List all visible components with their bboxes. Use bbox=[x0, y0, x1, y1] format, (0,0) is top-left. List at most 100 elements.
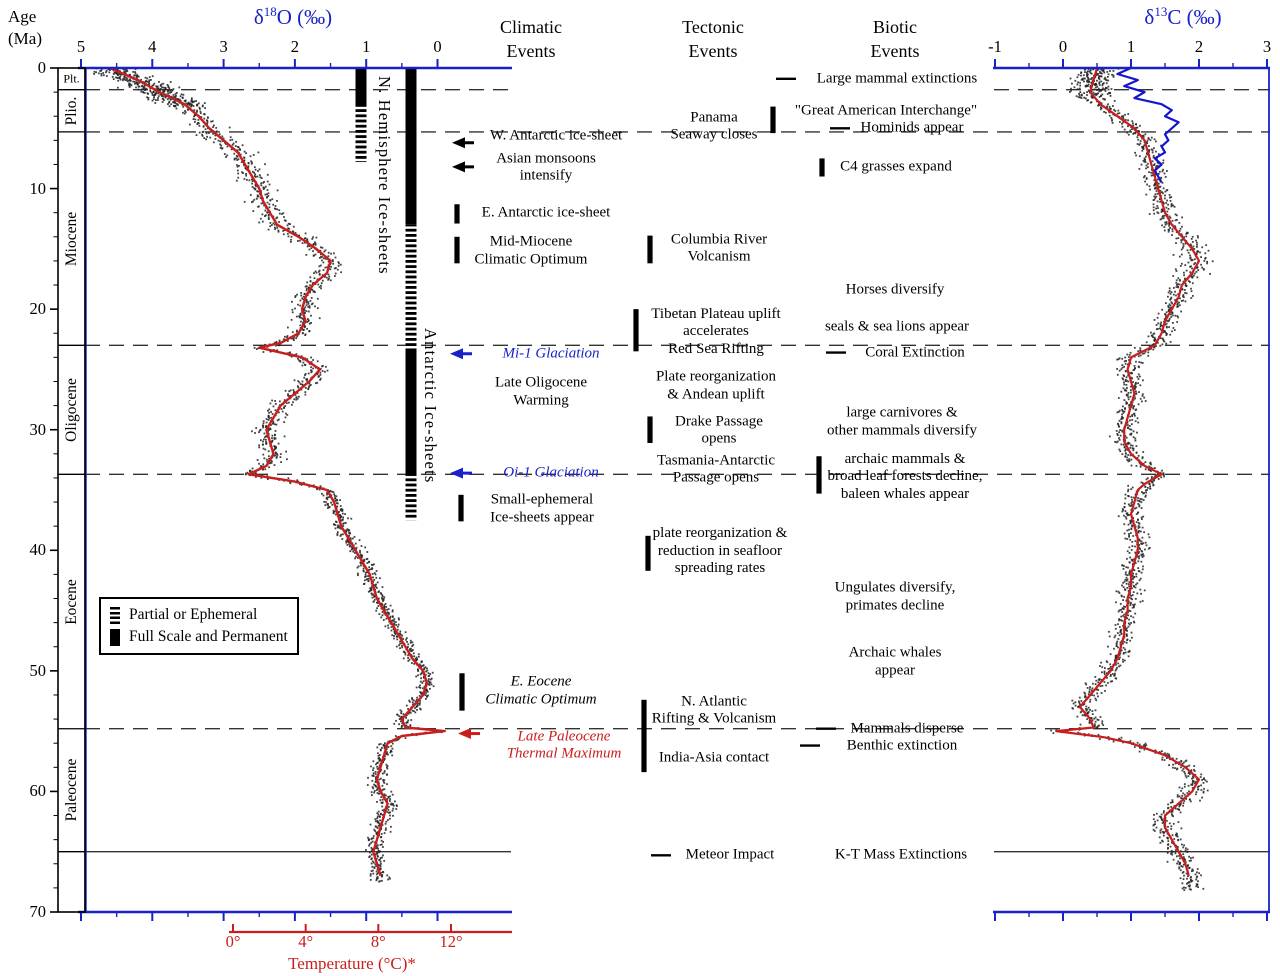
n-hemisphere-ice-sheets-label: N. Hemisphere Ice-sheets bbox=[375, 76, 394, 275]
event-c4: C4 grasses expand bbox=[840, 158, 952, 175]
event-lptm: Late Paleocene Thermal Maximum bbox=[506, 728, 622, 762]
age-tick-50: 50 bbox=[29, 660, 47, 680]
d18o-tick-1: 1 bbox=[362, 37, 371, 56]
event-seafloor: plate reorganization & reduction in seaf… bbox=[652, 525, 788, 577]
age-tick-30: 30 bbox=[29, 419, 47, 439]
climatic-events-header: Climatic Events bbox=[500, 15, 562, 64]
event-monsoons: Asian monsoons intensify bbox=[496, 150, 596, 185]
d13c-tick-1: 1 bbox=[1126, 37, 1136, 56]
event-tibet: Tibetan Plateau uplift accelerates Red S… bbox=[651, 305, 781, 357]
event-seals: seals & sea lions appear bbox=[824, 318, 970, 335]
epoch-label-paleocene: Paleocene bbox=[62, 758, 80, 822]
d18o-tick-0: 0 bbox=[433, 37, 442, 56]
legend-partial-label: Partial or Ephemeral bbox=[129, 606, 258, 623]
event-panama: Panama Seaway closes bbox=[670, 109, 758, 144]
d18o-axis-title: δ18O (‰) bbox=[254, 4, 332, 30]
tectonic-header-line2: Events bbox=[688, 41, 738, 62]
d18o-tick-2: 2 bbox=[290, 37, 300, 56]
event-ephemeral: Small-ephemeral Ice-sheets appear bbox=[490, 491, 594, 526]
partial-ephemeral-ice-icon bbox=[110, 606, 120, 624]
d13c-axis-units: C (‰) bbox=[1167, 5, 1222, 29]
event-carnivores: large carnivores & other mammals diversi… bbox=[827, 405, 977, 439]
temp-tick-0°: 0° bbox=[225, 932, 241, 951]
temp-tick-4°: 4° bbox=[298, 932, 314, 951]
d18o-scatter-and-curve bbox=[93, 68, 446, 883]
ice-sheet-bars bbox=[355, 68, 417, 521]
event-eeco: E. Eocene Climatic Optimum bbox=[485, 673, 597, 708]
isotope-13-superscript: 13 bbox=[1154, 4, 1168, 19]
event-benthic: Benthic extinction bbox=[846, 736, 958, 753]
biotic-header-line2: Events bbox=[870, 41, 920, 62]
isotope-18-superscript: 18 bbox=[263, 4, 277, 19]
epoch-label-oligocene: Oligocene bbox=[62, 377, 80, 442]
full-permanent-ice-icon bbox=[110, 628, 120, 646]
d13c-smoothed-curve bbox=[1055, 68, 1201, 877]
event-hominids: Hominids appear bbox=[860, 119, 964, 136]
event-disperse: Mammals disperse bbox=[850, 720, 964, 737]
age-tick-20: 20 bbox=[29, 299, 47, 319]
legend-full-label: Full Scale and Permanent bbox=[129, 628, 288, 645]
d13c-blue-curve bbox=[1116, 68, 1180, 184]
event-ungulates: Ungulates diversify, primates decline bbox=[834, 579, 956, 614]
event-coral: Coral Extinction bbox=[865, 343, 965, 360]
age-tick-70: 70 bbox=[29, 901, 47, 921]
event-eais: E. Antarctic ice-sheet bbox=[481, 203, 611, 220]
d18o-smoothed-curve bbox=[109, 68, 446, 877]
event-natlantic: N. Atlantic Rifting & Volcanism bbox=[651, 693, 777, 727]
temp-tick-12°: 12° bbox=[439, 932, 463, 951]
d13c-tick-3: 3 bbox=[1262, 37, 1272, 56]
event-horses: Horses diversify bbox=[845, 281, 945, 298]
tectonic-events-header: Tectonic Events bbox=[682, 15, 744, 64]
tectonic-header-line1: Tectonic bbox=[682, 17, 744, 37]
age-tick-60: 60 bbox=[29, 781, 47, 801]
event-low: Late Oligocene Warming bbox=[494, 374, 588, 409]
climatic-header-line2: Events bbox=[506, 41, 556, 62]
climatic-header-line1: Climatic bbox=[500, 17, 562, 37]
delta-symbol: δ bbox=[253, 5, 264, 29]
d13c-scatter-and-curves bbox=[1050, 68, 1214, 891]
delta-symbol: δ bbox=[1144, 5, 1155, 29]
age-tick-0: 0 bbox=[37, 58, 46, 77]
d13c-tick-2: 2 bbox=[1194, 37, 1204, 56]
event-drake: Drake Passage opens bbox=[675, 413, 763, 447]
legend-partial-row: Partial or Ephemeral bbox=[110, 604, 288, 626]
age-axis-label: Age (Ma) bbox=[8, 6, 42, 50]
biotic-events-header: Biotic Events bbox=[871, 15, 920, 64]
event-tasmania: Tasmania-Antarctic Passage opens bbox=[656, 452, 776, 486]
legend-full-row: Full Scale and Permanent bbox=[110, 626, 288, 648]
event-mammal_ext: Large mammal extinctions bbox=[816, 70, 978, 87]
event-meteor: Meteor Impact bbox=[685, 846, 775, 863]
d13c-tick--1: -1 bbox=[988, 37, 1002, 56]
event-interchange: "Great American Interchange" bbox=[794, 102, 978, 119]
d18o-tick-5: 5 bbox=[76, 37, 86, 56]
event-wais: W. Antarctic ice-sheet bbox=[489, 126, 623, 143]
epoch-label-miocene: Miocene bbox=[62, 211, 80, 266]
epoch-label-eocene: Eocene bbox=[62, 578, 80, 625]
antarctic-ice-sheets-label: Antarctic Ice-sheets bbox=[421, 328, 440, 484]
age-tick-40: 40 bbox=[29, 540, 47, 560]
event-oi1: Oi-1 Glaciation bbox=[503, 464, 599, 481]
biotic-header-line1: Biotic bbox=[873, 17, 917, 37]
event-kt: K-T Mass Extinctions bbox=[834, 846, 968, 863]
ice-volume-legend: Partial or Ephemeral Full Scale and Perm… bbox=[99, 597, 299, 655]
event-columbia: Columbia River Volcanism bbox=[670, 231, 768, 265]
age-axis-label-line1: Age bbox=[8, 7, 37, 26]
event-andes: Plate reorganization & Andean uplift bbox=[655, 368, 777, 403]
event-mmco: Mid-Miocene Climatic Optimum bbox=[474, 233, 588, 268]
d18o-tick-4: 4 bbox=[148, 37, 157, 56]
temp-tick-8°: 8° bbox=[370, 932, 386, 951]
event-markers bbox=[450, 77, 850, 857]
d18o-tick-3: 3 bbox=[219, 37, 228, 56]
axes bbox=[50, 59, 1270, 934]
d13c-axis-title: δ13C (‰) bbox=[1144, 4, 1221, 30]
event-mi1: Mi-1 Glaciation bbox=[502, 345, 600, 362]
d18o-axis-units: O (‰) bbox=[276, 5, 333, 29]
epoch-label-plt: Plt. bbox=[63, 71, 80, 86]
event-archaic: archaic mammals & broad leaf forests dec… bbox=[827, 450, 983, 502]
event-whales: Archaic whales appear bbox=[848, 645, 942, 679]
event-india: India-Asia contact bbox=[658, 748, 770, 765]
age-tick-10: 10 bbox=[29, 178, 47, 198]
epoch-label-plio: Plio. bbox=[62, 96, 80, 126]
